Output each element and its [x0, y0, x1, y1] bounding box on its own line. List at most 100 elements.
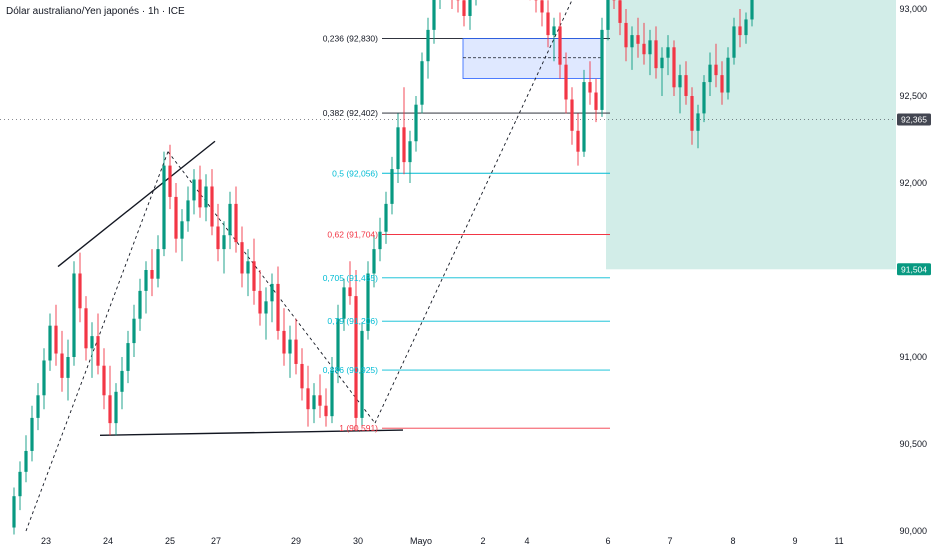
- candle-body: [726, 57, 730, 93]
- candle-body: [744, 19, 748, 36]
- candle-body: [54, 325, 58, 354]
- price-axis[interactable]: 95,50095,00094,50094,00093,00092,50092,0…: [862, 0, 931, 536]
- candle-body: [78, 273, 82, 309]
- candle-body: [282, 330, 286, 354]
- fib-label: 0,886 (90,925): [323, 365, 378, 375]
- candle-body: [690, 96, 694, 131]
- candle-body: [432, 0, 436, 30]
- candle-body: [24, 450, 28, 472]
- candle-body: [102, 365, 106, 396]
- candle-body: [168, 165, 172, 197]
- candle-body: [18, 471, 22, 497]
- channel-bottom-line: [99, 429, 404, 436]
- candle-body: [84, 308, 88, 349]
- time-tick-label: 8: [730, 536, 735, 546]
- candle-body: [192, 179, 196, 201]
- candle-body: [630, 35, 634, 48]
- candle-body: [702, 82, 706, 114]
- channel-top-line: [57, 140, 216, 268]
- price-badge-label: 91,504: [901, 264, 927, 274]
- candle-body: [318, 395, 322, 406]
- candle-body: [228, 203, 232, 236]
- candle-body: [354, 296, 358, 418]
- candle-body: [72, 273, 76, 357]
- candle-body: [738, 26, 742, 36]
- candle-body: [366, 273, 370, 331]
- candle-body: [180, 221, 184, 239]
- candle-body: [162, 165, 166, 250]
- time-tick-label: 6: [605, 536, 610, 546]
- candle-body: [210, 186, 214, 227]
- candle-body: [720, 75, 724, 93]
- candle-body: [222, 235, 226, 250]
- price-badge: [897, 113, 931, 126]
- fib-label: 0,5 (92,056): [332, 168, 378, 178]
- time-tick-label: 25: [165, 536, 175, 546]
- price-tick-label: 91,000: [899, 352, 927, 362]
- candle-body: [276, 283, 280, 331]
- candle-body: [660, 57, 664, 69]
- candle-body: [372, 249, 376, 274]
- time-tick-label: 23: [41, 536, 51, 546]
- candle-body: [588, 82, 592, 93]
- target-zone: [606, 0, 896, 270]
- candle-body: [672, 47, 676, 88]
- time-tick-label: 24: [103, 536, 113, 546]
- time-tick-label: 4: [524, 536, 529, 546]
- candle-body: [636, 35, 640, 44]
- candle-body: [648, 40, 652, 55]
- candle-body: [42, 360, 46, 396]
- fib-label: 0,79 (91,206): [327, 316, 378, 326]
- candle-body: [462, 0, 466, 16]
- candle-body: [546, 12, 550, 36]
- candle-body: [30, 417, 34, 451]
- candle-body: [120, 370, 124, 392]
- time-tick-label: 2: [480, 536, 485, 546]
- candle-body: [312, 395, 316, 410]
- candle-body: [138, 290, 142, 319]
- candle-body: [36, 395, 40, 418]
- candle-body: [696, 113, 700, 131]
- fib-label: 0,236 (92,830): [323, 34, 378, 44]
- candle-body: [666, 47, 670, 58]
- candle-body: [606, 0, 610, 30]
- candle-body: [108, 395, 112, 424]
- fib-labels: -0,618 (95,332)-0,272 (94,318)0 (93,521)…: [323, 34, 378, 434]
- candle-body: [132, 318, 136, 344]
- drawing-layer: [0, 0, 896, 532]
- candle-body: [750, 0, 754, 20]
- candle-body: [324, 405, 328, 417]
- fib-label: 1 (90,591): [339, 423, 378, 433]
- fib-label: 0,62 (91,704): [327, 230, 378, 240]
- candle-body: [342, 287, 346, 319]
- candle-body: [258, 290, 262, 314]
- price-tick-label: 90,500: [899, 439, 927, 449]
- candle-body: [420, 61, 424, 105]
- candle-body: [186, 200, 190, 222]
- candle-body: [234, 203, 238, 243]
- candle-body: [654, 40, 658, 69]
- candle-body: [252, 261, 256, 291]
- candle-body: [240, 242, 244, 274]
- candle-body: [552, 26, 556, 36]
- candle-series: [12, 0, 754, 535]
- candle-body: [48, 325, 52, 361]
- candle-body: [156, 249, 160, 279]
- time-axis[interactable]: 23 24 25 27 29 30 Mayo 2 4 6 7 8 9 11: [41, 536, 844, 546]
- price-badge-label: 92,365: [901, 114, 927, 124]
- time-tick-label: 11: [834, 536, 843, 546]
- candle-body: [378, 231, 382, 250]
- price-tick-label: 93,000: [899, 4, 927, 14]
- candle-body: [204, 186, 208, 208]
- candle-body: [540, 0, 544, 13]
- order-block-box: [462, 38, 602, 80]
- price-badge: [897, 263, 931, 276]
- candle-body: [414, 104, 418, 142]
- price-tick-label: 90,000: [899, 526, 927, 536]
- candle-body: [582, 82, 586, 152]
- candle-body: [66, 357, 70, 378]
- time-tick-label: 9: [792, 536, 797, 546]
- candle-body: [360, 330, 364, 418]
- candle-body: [330, 370, 334, 417]
